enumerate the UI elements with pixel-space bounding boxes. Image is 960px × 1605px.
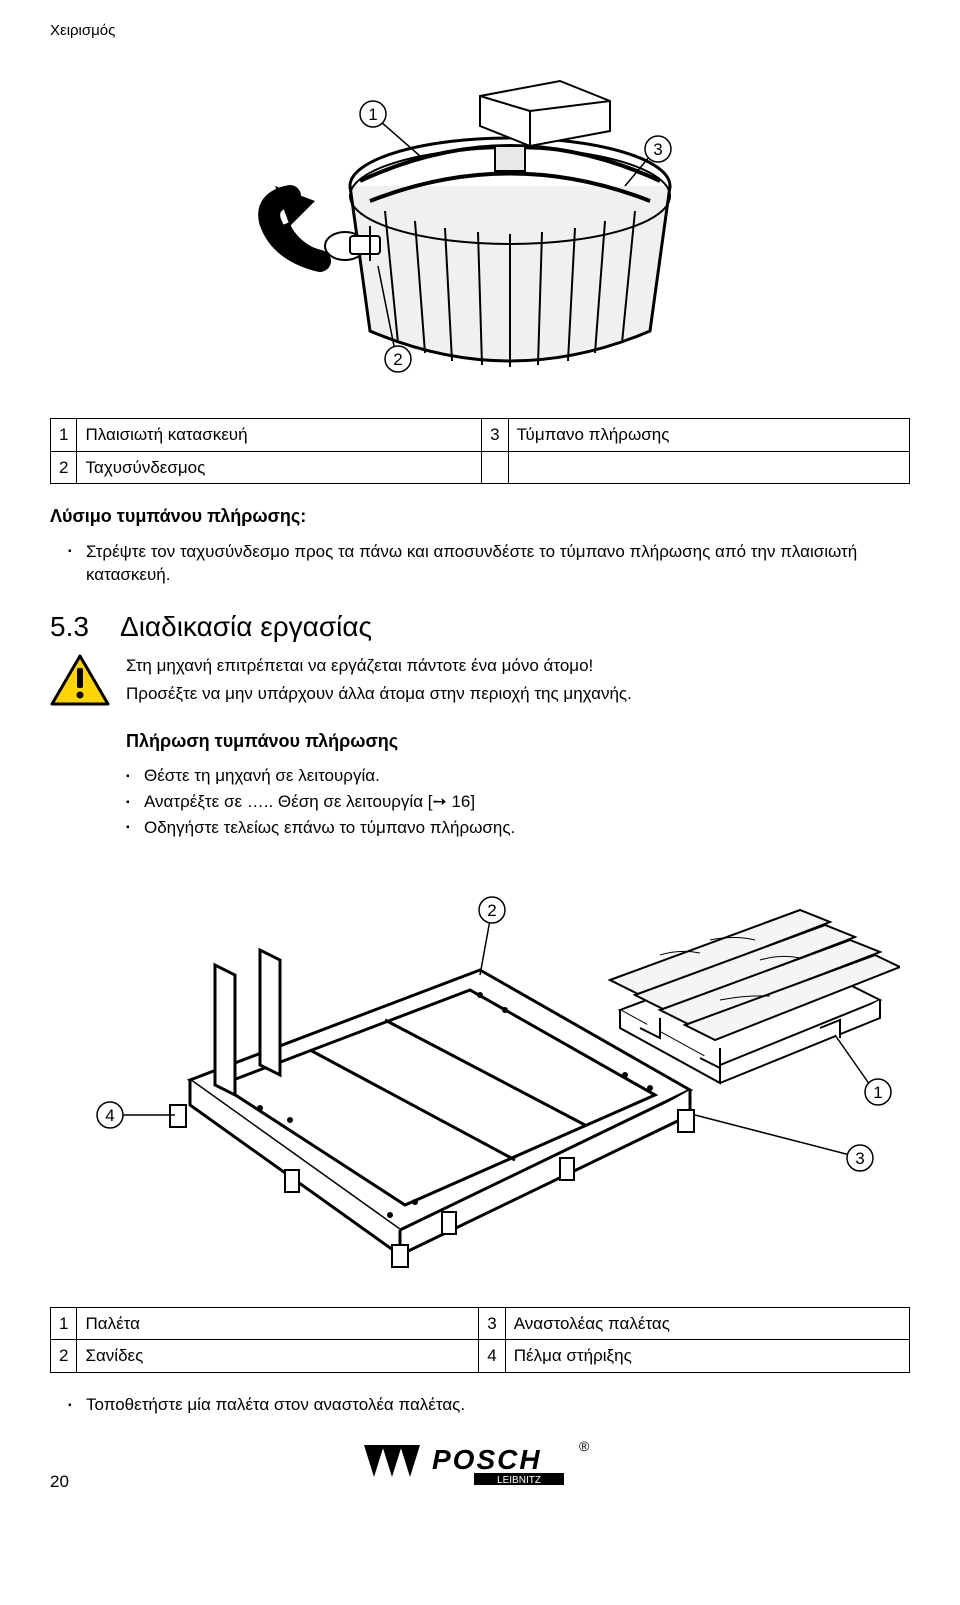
list-item: Θέστε τη μηχανή σε λειτουργία. — [144, 764, 910, 788]
section-heading: 5.3 Διαδικασία εργασίας — [50, 607, 910, 646]
callout-4b: 4 — [105, 1106, 114, 1125]
svg-text:POSCH: POSCH — [432, 1444, 542, 1475]
callout-1b: 1 — [873, 1083, 882, 1102]
callout-2: 2 — [393, 350, 402, 369]
fill-heading: Πλήρωση τυμπάνου πλήρωσης — [126, 729, 910, 754]
table-row: 2 Ταχυσύνδεσμος — [51, 451, 910, 484]
place-list: Τοποθετήστε μία παλέτα στον αναστολέα πα… — [50, 1393, 910, 1417]
brand-logo: POSCH ® LEIBNITZ — [69, 1437, 880, 1494]
svg-text:®: ® — [579, 1438, 590, 1454]
callout-2b: 2 — [487, 901, 496, 920]
page-header: Χειρισμός — [50, 20, 910, 41]
release-list: Στρέψτε τον ταχυσύνδεσμο προς τα πάνω κα… — [50, 540, 910, 588]
callout-3: 3 — [653, 140, 662, 159]
figure-drum: 1 3 2 — [50, 51, 910, 398]
warning-text: Στη μηχανή επιτρέπεται να εργάζεται πάντ… — [126, 654, 632, 710]
page-number: 20 — [50, 1470, 69, 1494]
fill-list: Θέστε τη μηχανή σε λειτουργία. Ανατρέξτε… — [126, 764, 910, 839]
list-item: Ανατρέξτε σε ….. Θέση σε λειτουργία [➙ 1… — [144, 790, 910, 814]
svg-text:LEIBNITZ: LEIBNITZ — [498, 1475, 542, 1486]
list-item: Στρέψτε τον ταχυσύνδεσμο προς τα πάνω κα… — [86, 540, 910, 588]
table-row: 2 Σανίδες 4 Πέλμα στήριξης — [51, 1340, 910, 1373]
warning-icon — [50, 654, 110, 715]
table-row: 1 Πλαισιωτή κατασκευή 3 Τύμπανο πλήρωσης — [51, 418, 910, 451]
list-item: Τοποθετήστε μία παλέτα στον αναστολέα πα… — [86, 1393, 910, 1417]
table-row: 1 Παλέτα 3 Αναστολέας παλέτας — [51, 1307, 910, 1340]
parts-table-2: 1 Παλέτα 3 Αναστολέας παλέτας 2 Σανίδες … — [50, 1307, 910, 1374]
release-heading: Λύσιμο τυμπάνου πλήρωσης: — [50, 504, 910, 529]
section-title: Διαδικασία εργασίας — [120, 607, 372, 646]
list-item: Οδηγήστε τελείως επάνω το τύμπανο πλήρωσ… — [144, 816, 910, 840]
section-number: 5.3 — [50, 607, 120, 646]
parts-table-1: 1 Πλαισιωτή κατασκευή 3 Τύμπανο πλήρωσης… — [50, 418, 910, 485]
callout-3b: 3 — [855, 1149, 864, 1168]
figure-frame: 2 4 1 3 — [50, 860, 910, 1287]
callout-1: 1 — [368, 105, 377, 124]
